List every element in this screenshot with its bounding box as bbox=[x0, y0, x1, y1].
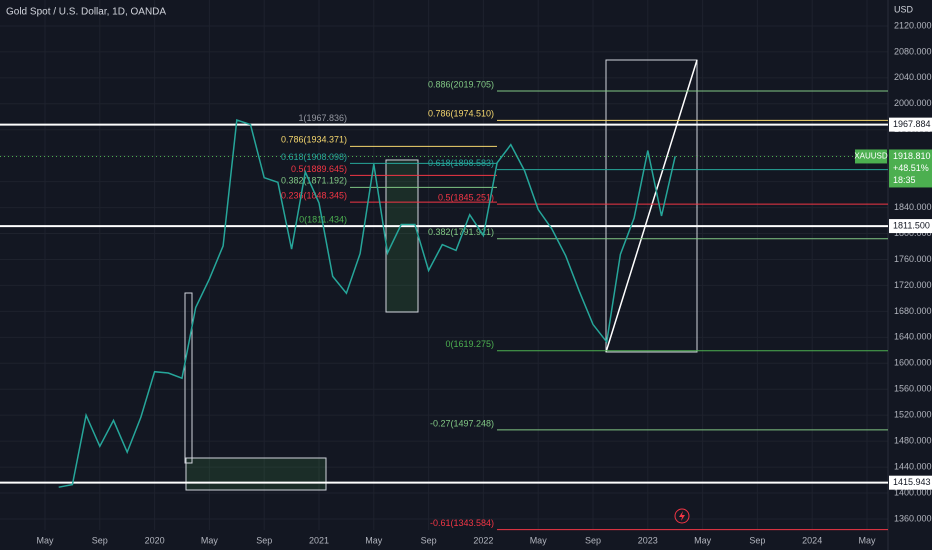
fib-label: 0.236(1848.345) bbox=[281, 191, 347, 201]
fib-label: 0.886(2019.705) bbox=[428, 79, 494, 89]
x-tick-label: 2020 bbox=[145, 535, 165, 545]
y-tick-label: 2120.000 bbox=[894, 20, 932, 30]
x-tick-label: 2022 bbox=[473, 535, 493, 545]
price-tag bbox=[889, 219, 932, 234]
x-tick-label: May bbox=[530, 535, 548, 545]
x-tick-label: May bbox=[694, 535, 712, 545]
y-tick-label: 1680.000 bbox=[894, 306, 932, 316]
y-tick-label: 1720.000 bbox=[894, 280, 932, 290]
price-tag-label: 1811.500 bbox=[893, 220, 930, 230]
axis-unit: USD bbox=[894, 4, 914, 14]
x-tick-label: Sep bbox=[585, 535, 601, 545]
price-tag-label: 1967.884 bbox=[893, 119, 931, 129]
fib-label: 0.382(1871.192) bbox=[281, 176, 347, 186]
fib-label: 0(1811.434) bbox=[299, 214, 347, 224]
y-tick-label: 1600.000 bbox=[894, 358, 932, 368]
x-tick-label: Sep bbox=[92, 535, 108, 545]
box bbox=[184, 292, 193, 464]
y-tick-label: 1760.000 bbox=[894, 254, 932, 264]
y-tick-label: 1400.000 bbox=[894, 487, 932, 497]
price-badge bbox=[889, 149, 932, 188]
box bbox=[605, 59, 698, 353]
x-tick-label: 2023 bbox=[638, 535, 658, 545]
y-tick-label: 1440.000 bbox=[894, 461, 932, 471]
x-tick-label: 2021 bbox=[309, 535, 329, 545]
y-tick-label: 2000.000 bbox=[894, 98, 932, 108]
fib-label: 0.786(1934.371) bbox=[281, 135, 347, 145]
fib-label: 0(1619.275) bbox=[445, 339, 494, 349]
y-tick-label: 1360.000 bbox=[894, 513, 932, 523]
fib-label: -0.27(1497.248) bbox=[430, 418, 494, 428]
fib-label: 0.5(1845.251) bbox=[438, 193, 494, 203]
x-tick-label: Sep bbox=[421, 535, 437, 545]
price-change: +48.51% bbox=[893, 163, 929, 173]
price-value: 1918.810 bbox=[893, 151, 931, 161]
fib-label: -0.61(1343.584) bbox=[430, 518, 494, 528]
y-tick-label: 2080.000 bbox=[894, 46, 932, 56]
fib-label: 0.5(1889.645) bbox=[291, 164, 347, 174]
x-tick-label: 2024 bbox=[802, 535, 822, 545]
x-tick-label: Sep bbox=[749, 535, 765, 545]
y-tick-label: 1560.000 bbox=[894, 384, 932, 394]
price-tag bbox=[889, 475, 932, 490]
x-tick-label: May bbox=[201, 535, 219, 545]
x-tick-label: May bbox=[858, 535, 876, 545]
fib-label: 0.382(1791.921) bbox=[428, 227, 494, 237]
trend-line bbox=[605, 59, 698, 353]
price-time: 18:35 bbox=[893, 175, 916, 185]
box bbox=[385, 159, 419, 313]
symbol-label: XAUUSD bbox=[854, 152, 888, 161]
x-tick-label: May bbox=[365, 535, 383, 545]
y-tick-label: 1480.000 bbox=[894, 436, 932, 446]
fib-label: 0.786(1974.510) bbox=[428, 109, 494, 119]
chart-title: Gold Spot / U.S. Dollar, 1D, OANDA bbox=[6, 7, 166, 18]
fib-label: 0.618(1898.583) bbox=[428, 158, 494, 168]
symbol-tag bbox=[855, 149, 887, 164]
x-tick-label: May bbox=[36, 535, 54, 545]
price-tag-label: 1415.943 bbox=[893, 477, 931, 487]
y-tick-label: 1840.000 bbox=[894, 202, 932, 212]
price-line bbox=[58, 118, 676, 488]
y-tick-label: 2040.000 bbox=[894, 72, 932, 82]
grid bbox=[0, 0, 888, 530]
x-tick-label: Sep bbox=[256, 535, 272, 545]
icon bbox=[674, 508, 690, 524]
fib-label: 0.618(1908.098) bbox=[281, 152, 347, 162]
price-tag bbox=[889, 117, 932, 132]
box bbox=[185, 457, 327, 491]
y-tick-label: 1520.000 bbox=[894, 410, 932, 420]
y-tick-label: 1640.000 bbox=[894, 332, 932, 342]
fib-label: 1(1967.836) bbox=[298, 113, 347, 123]
